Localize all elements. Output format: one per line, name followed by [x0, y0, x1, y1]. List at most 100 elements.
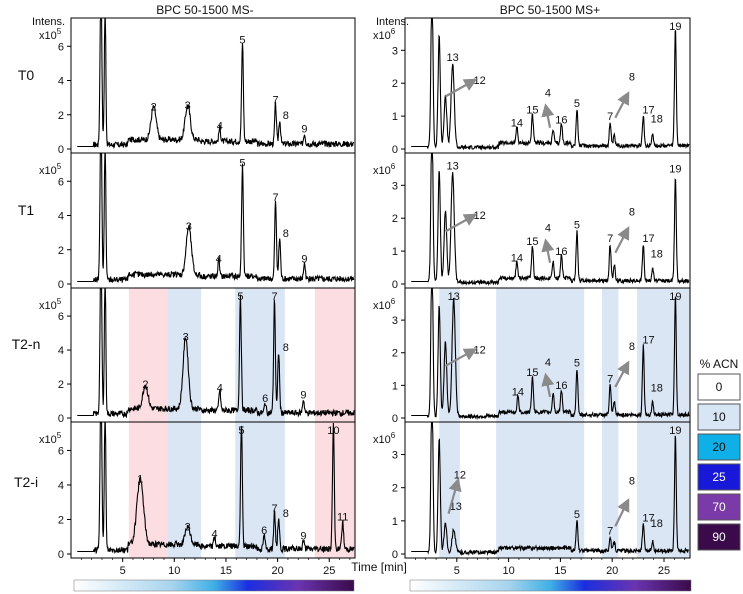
peak-label: 8 [283, 342, 289, 354]
legend-label: 10 [712, 410, 726, 424]
peak-label: 5 [237, 291, 243, 303]
peak-label: 8 [629, 71, 635, 83]
peak-label: 18 [651, 113, 663, 125]
y-tick-label: 2 [392, 483, 398, 495]
acn-band [496, 422, 585, 558]
y-tick-label: 1 [392, 516, 398, 528]
legend-swatch [697, 523, 741, 551]
x-tick-label: 10 [168, 565, 180, 577]
y-tick-label: 3 [392, 450, 398, 462]
y-tick-label: 3 [392, 45, 398, 57]
peak-label: 15 [526, 236, 538, 248]
peak-label: 4 [545, 88, 551, 100]
scale-label: x106 [373, 162, 396, 177]
right-gradient-bar [409, 579, 692, 592]
right-panel-title: BPC 50-1500 MS+ [500, 3, 600, 17]
peak-label: 19 [669, 21, 681, 33]
y-tick-label: 6 [58, 176, 64, 188]
peak-label: 16 [555, 380, 567, 392]
chromatogram-trace [411, 422, 690, 557]
peak-label: 9 [300, 389, 306, 401]
chromatogram-trace [77, 422, 355, 555]
acn-band [601, 288, 619, 422]
acn-band [637, 422, 690, 558]
peak-label: 6 [262, 393, 268, 405]
y-tick-label: 2 [58, 379, 64, 391]
peak-label: 5 [574, 220, 580, 232]
x-axis-title: Time [min] [351, 560, 407, 574]
y-tick-label: 2 [58, 110, 64, 122]
panel-frame [404, 421, 691, 559]
row-label: T2-i [14, 474, 38, 490]
peak-label: 3 [183, 332, 189, 344]
peak-label: 8 [629, 341, 635, 353]
row-label: T0 [18, 67, 35, 83]
legend-title: % ACN [700, 357, 739, 371]
annotation-arrow [444, 78, 478, 98]
y-tick-label: 3 [392, 180, 398, 192]
peak-label: 13 [447, 52, 459, 64]
peak-label: 19 [669, 291, 681, 303]
y-tick-label: 2 [58, 514, 64, 526]
legend-swatch [697, 463, 741, 491]
y-tick-label: 6 [58, 311, 64, 323]
peak-label: 16 [555, 114, 567, 126]
peak-label: 4 [217, 120, 223, 132]
legend-label: 70 [712, 500, 726, 514]
y-tick-label: 0 [58, 279, 64, 291]
gradient-bands [128, 288, 690, 558]
y-tick-label: 4 [58, 76, 64, 88]
peak-label: 6 [261, 525, 267, 537]
peak-label: 8 [283, 228, 289, 240]
peak-label: 5 [574, 98, 580, 110]
annotation-arrow [614, 498, 630, 527]
peak-label: 7 [607, 526, 613, 538]
peak-label: 4 [545, 223, 551, 235]
scale-label: x105 [39, 297, 62, 312]
x-tick-label: 5 [120, 565, 126, 577]
peak-label: 3 [185, 100, 191, 112]
peak-label: 11 [337, 511, 348, 523]
peak-label: 17 [642, 512, 654, 524]
acn-band [314, 288, 355, 422]
legend-swatch [697, 403, 741, 431]
peak-label: 9 [301, 254, 307, 266]
annotation-arrow [541, 372, 555, 398]
peak-label: 5 [239, 158, 245, 170]
annotation-arrow [444, 213, 478, 233]
peak-label: 12 [473, 75, 485, 87]
y-tick-label: 6 [58, 445, 64, 457]
x-tick-label: 10 [502, 565, 514, 577]
acn-legend: % ACN 0 10 20 25 70 90 [697, 357, 741, 551]
right-intens-label: Intens. [376, 16, 409, 28]
y-tick-label: 2 [392, 348, 398, 360]
peak-label: 19 [669, 425, 681, 437]
peak-label: 8 [629, 476, 635, 488]
annotation-arrow [614, 91, 630, 119]
acn-band [439, 422, 460, 558]
row-label: T2-n [12, 336, 41, 352]
scale-label: x106 [373, 27, 396, 42]
peak-label: 1 [137, 473, 143, 485]
annotation-arrow [447, 477, 462, 514]
y-tick-label: 1 [392, 246, 398, 258]
peak-label: 8 [629, 206, 635, 218]
chromatogram-trace [411, 18, 690, 151]
x-tick-label: 5 [454, 565, 460, 577]
legend-swatch [697, 433, 741, 461]
peak-label: 2 [142, 379, 148, 391]
y-tick-label: 3 [392, 315, 398, 327]
legend-label: 20 [712, 440, 726, 454]
scale-label: x105 [39, 27, 62, 42]
y-tick-label: 2 [392, 78, 398, 90]
y-tick-label: 4 [58, 480, 64, 492]
y-tick-label: 4 [58, 211, 64, 223]
legend-swatch [697, 373, 741, 401]
peak-label: 13 [447, 160, 459, 172]
annotation-arrows [444, 78, 630, 527]
x-tick-label: 20 [271, 565, 283, 577]
peak-label: 8 [283, 110, 289, 122]
scale-label: x105 [39, 431, 62, 446]
